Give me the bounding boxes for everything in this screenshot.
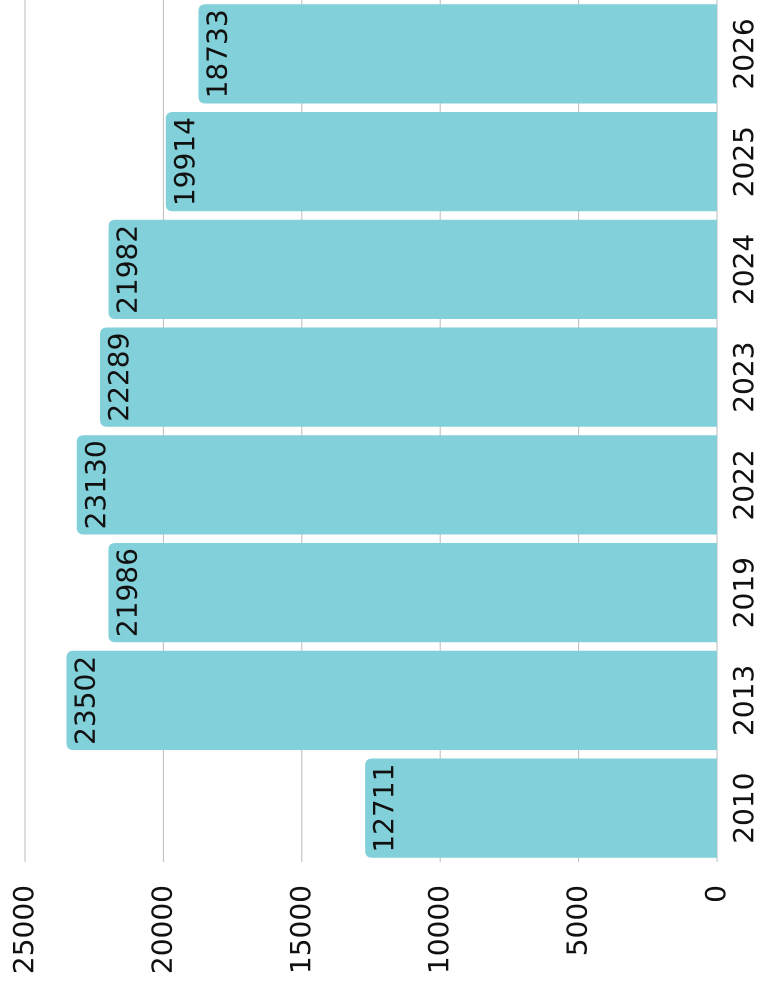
x-tick-label: 2024 [727,234,760,305]
value-label: 18733 [200,9,233,98]
y-tick-label: 20000 [145,885,178,974]
bar [66,650,717,750]
y-tick-label: 0 [699,885,732,903]
x-tick-label: 2025 [727,126,760,197]
x-tick-label: 2010 [727,772,760,843]
value-label: 23502 [68,656,101,745]
x-tick-label: 2013 [727,665,760,736]
bar [108,219,717,319]
value-label: 19914 [168,117,201,206]
x-tick-label: 2023 [727,341,760,412]
x-tick-label: 2022 [727,449,760,520]
y-tick-label: 5000 [561,885,594,956]
y-tick-label: 25000 [7,885,40,974]
bar [165,112,717,212]
y-tick-label: 15000 [284,885,317,974]
bar [365,758,717,858]
value-label: 21982 [111,225,144,314]
x-tick-label: 2026 [727,18,760,89]
bar [198,4,717,104]
x-tick-label: 2019 [727,557,760,628]
rotated-plot: 0 5000 10000 15000 20000 25000 2010 12711 2013 23… [7,0,760,974]
y-tick-label: 10000 [422,885,455,974]
bar [100,327,717,427]
bar [108,543,717,643]
value-label: 12711 [367,764,400,853]
value-label: 21986 [110,548,143,637]
value-label: 23130 [79,440,112,529]
bar [76,435,717,535]
value-label: 22289 [102,333,135,422]
